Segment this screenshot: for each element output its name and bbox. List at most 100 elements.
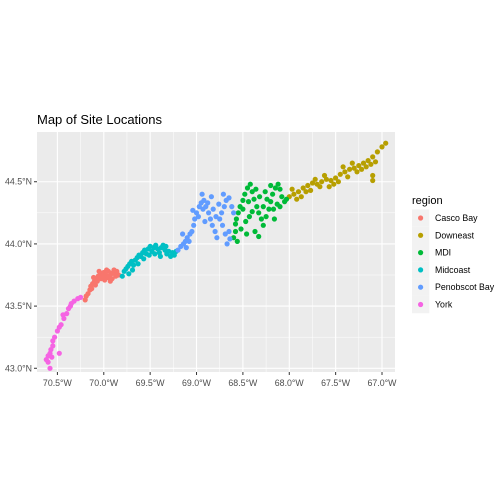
point-downeast [328,177,334,184]
point-casco-bay [111,267,117,273]
point-york [71,298,77,304]
point-downeast [365,158,371,164]
legend-swatch-penobscot-bay [418,284,424,290]
point-mdi [271,216,277,222]
x-tick-label: 67.5°W [321,378,351,388]
point-midcoast [130,262,137,268]
point-mdi [254,204,260,210]
point-downeast [372,159,379,165]
point-downeast [347,166,353,172]
point-downeast [383,140,389,146]
point-downeast [289,186,295,192]
point-midcoast [163,243,169,249]
point-downeast [337,171,343,177]
point-downeast [326,184,332,190]
point-penobscot-bay [183,245,189,251]
x-tick-label: 69.0°W [182,378,212,388]
x-tick-label: 69.5°W [136,378,166,388]
point-york [78,294,84,300]
point-penobscot-bay [221,204,227,210]
point-mdi [260,222,266,228]
point-penobscot-bay [206,210,212,216]
point-casco-bay [113,273,119,279]
point-penobscot-bay [199,191,205,197]
point-casco-bay [107,278,113,284]
point-downeast [333,175,339,181]
legend-label-york: York [435,300,453,310]
point-mdi [262,189,268,195]
point-casco-bay [91,274,97,281]
point-downeast [351,165,357,171]
x-axis: 70.5°W 70.0°W 69.5°W 69.0°W 68.5°W 68.0°W 67.5… [43,372,397,388]
y-axis: 43.0°N 43.5°N 44.0°N 44.5°N [5,177,37,373]
point-penobscot-bay [201,197,207,203]
y-tick-label: 43.5°N [5,301,32,311]
point-mdi [234,238,240,244]
point-mdi [251,196,257,202]
point-downeast [363,164,369,170]
legend-label-midcoast: Midcoast [435,265,471,275]
point-mdi [243,218,249,225]
point-mdi [249,209,255,215]
y-tick-label: 43.0°N [5,363,32,373]
point-penobscot-bay [180,231,186,237]
point-mdi [246,214,252,220]
point-downeast [312,176,318,182]
point-midcoast [146,252,152,258]
point-penobscot-bay [208,194,214,200]
legend-swatch-mdi [418,250,424,256]
point-york [58,322,64,328]
point-penobscot-bay [220,191,226,197]
point-penobscot-bay [219,222,226,228]
chart-title: Map of Site Locations [37,112,163,127]
y-tick-label: 44.0°N [5,239,32,249]
point-mdi [253,186,259,192]
point-mdi [244,231,250,237]
point-mdi [232,228,239,235]
point-penobscot-bay [189,228,195,235]
legend-label-mdi: MDI [435,248,451,258]
point-penobscot-bay [214,235,220,241]
point-downeast [360,160,367,166]
point-downeast [370,177,376,184]
point-york [60,312,66,318]
point-mdi [266,206,272,212]
x-tick-label: 70.5°W [43,378,73,388]
point-mdi [260,204,266,210]
point-york [56,350,62,356]
point-york [49,354,55,360]
point-mdi [268,199,274,205]
point-penobscot-bay [190,207,196,213]
point-midcoast [129,267,136,273]
point-york [47,365,53,371]
point-mdi [272,185,278,191]
point-midcoast [126,271,132,277]
point-downeast [309,180,316,186]
x-tick-label: 68.5°W [228,378,258,388]
point-york [45,359,51,365]
point-downeast [370,172,376,179]
point-mdi [244,185,251,191]
legend-label-casco-bay: Casco Bay [435,213,478,223]
point-mdi [238,226,244,232]
point-downeast [308,187,314,193]
point-downeast [370,154,376,160]
point-casco-bay [100,273,106,279]
point-mdi [245,199,252,205]
point-penobscot-bay [216,201,222,207]
x-tick-label: 67.0°W [368,378,398,388]
point-penobscot-bay [210,206,216,212]
point-midcoast [119,273,125,279]
point-mdi [232,221,239,227]
point-mdi [268,182,274,189]
point-casco-bay [89,286,95,292]
point-downeast [368,161,374,167]
point-downeast [349,160,355,166]
point-downeast [321,172,328,179]
point-downeast [295,189,302,195]
point-penobscot-bay [229,204,235,210]
point-downeast [335,179,341,185]
point-midcoast [135,261,141,267]
point-penobscot-bay [191,222,197,228]
point-downeast [303,189,309,195]
